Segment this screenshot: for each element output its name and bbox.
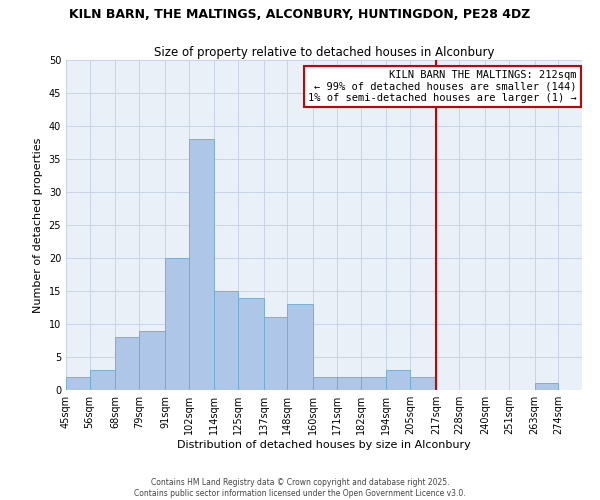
Bar xyxy=(188,139,214,390)
Bar xyxy=(313,377,337,390)
Title: Size of property relative to detached houses in Alconbury: Size of property relative to detached ho… xyxy=(154,46,494,59)
Text: KILN BARN THE MALTINGS: 212sqm
← 99% of detached houses are smaller (144)
1% of : KILN BARN THE MALTINGS: 212sqm ← 99% of … xyxy=(308,70,577,103)
Bar xyxy=(139,330,165,390)
Bar xyxy=(361,377,386,390)
Bar xyxy=(287,304,313,390)
Bar xyxy=(238,298,264,390)
Bar xyxy=(165,258,188,390)
Text: Contains HM Land Registry data © Crown copyright and database right 2025.
Contai: Contains HM Land Registry data © Crown c… xyxy=(134,478,466,498)
Bar xyxy=(264,318,287,390)
Text: KILN BARN, THE MALTINGS, ALCONBURY, HUNTINGDON, PE28 4DZ: KILN BARN, THE MALTINGS, ALCONBURY, HUNT… xyxy=(70,8,530,20)
Bar xyxy=(535,384,559,390)
Bar xyxy=(214,291,238,390)
Bar xyxy=(89,370,115,390)
Bar xyxy=(66,377,89,390)
Bar xyxy=(410,377,436,390)
Bar xyxy=(115,337,139,390)
Bar xyxy=(337,377,361,390)
Bar xyxy=(386,370,410,390)
X-axis label: Distribution of detached houses by size in Alconbury: Distribution of detached houses by size … xyxy=(177,440,471,450)
Y-axis label: Number of detached properties: Number of detached properties xyxy=(33,138,43,312)
